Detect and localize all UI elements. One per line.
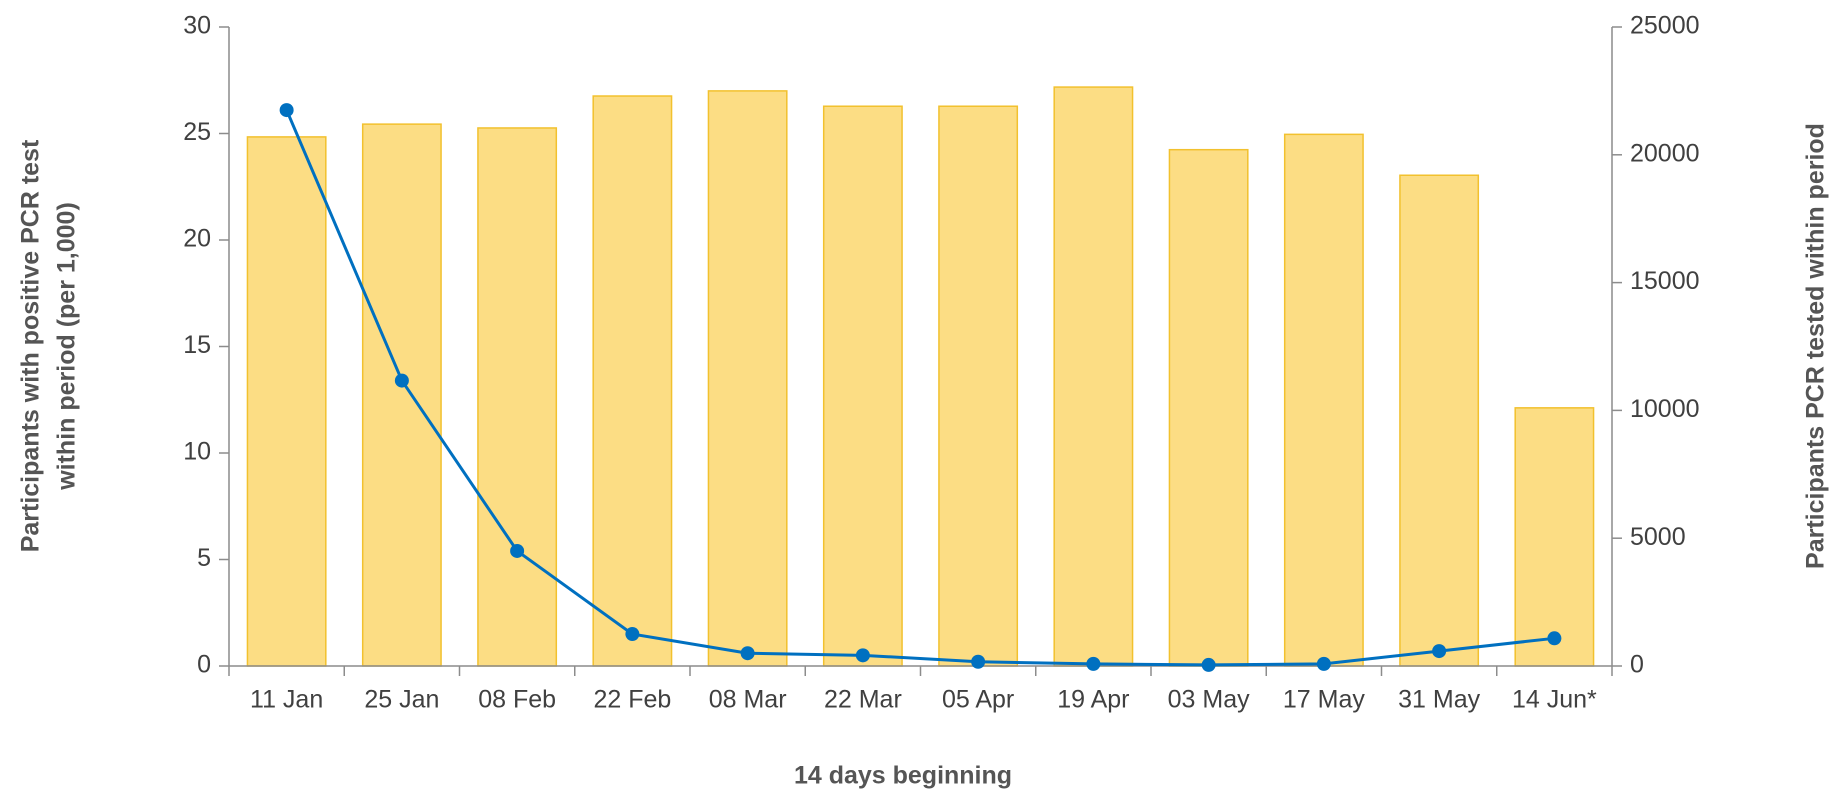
x-tick-label: 11 Jan (250, 686, 323, 714)
x-tick-label: 08 Feb (478, 686, 556, 714)
x-tick-label: 03 May (1168, 686, 1250, 714)
y-tick-label: 0 (197, 651, 211, 679)
bar (361, 123, 442, 667)
line-marker (1547, 631, 1562, 646)
x-tick-label: 25 Jan (364, 686, 439, 714)
bar (246, 136, 327, 667)
x-tick-label: 08 Mar (709, 686, 787, 714)
x-tick-label: 22 Mar (824, 686, 902, 714)
y-tick-label: 25 (183, 118, 211, 146)
y-tick-label: 5 (197, 544, 211, 572)
y-tick-label: 15 (183, 331, 211, 359)
x-tick-label: 05 Apr (942, 686, 1014, 714)
x-tick-label: 19 Apr (1057, 686, 1129, 714)
bar (1514, 407, 1595, 667)
y2-axis-title: Participants PCR tested within period (1802, 123, 1830, 569)
y-axis-title: Participants with positive PCR test (17, 139, 45, 552)
y2-tick-label: 0 (1630, 651, 1644, 679)
y-tick-label: 30 (183, 12, 211, 40)
bar (822, 105, 903, 667)
line-marker (1432, 644, 1447, 659)
y2-tick-label: 25000 (1630, 12, 1700, 40)
line (285, 109, 1555, 667)
y2-tick-label: 15000 (1630, 267, 1700, 295)
bar (592, 95, 673, 667)
line-marker (1201, 657, 1216, 672)
line-marker (394, 373, 409, 388)
bar (707, 90, 788, 667)
x-tick-label: 14 Jun* (1512, 686, 1597, 714)
y-tick-label: 20 (183, 225, 211, 253)
line-marker (625, 627, 640, 642)
bar (1168, 148, 1249, 667)
x-tick-label: 17 May (1283, 686, 1365, 714)
line-marker (510, 543, 525, 558)
line-marker (1316, 656, 1331, 671)
x-axis-title: 14 days beginning (794, 762, 1012, 790)
bar (1053, 86, 1134, 667)
y2-tick-label: 5000 (1630, 523, 1686, 551)
line-marker (971, 654, 986, 669)
line-marker (855, 648, 870, 663)
y-tick-label: 10 (183, 438, 211, 466)
line-marker (1086, 656, 1101, 671)
y2-tick-label: 10000 (1630, 395, 1700, 423)
bar (1283, 133, 1364, 667)
line-marker (279, 103, 294, 118)
y-axis-title: within period (per 1,000) (53, 202, 81, 491)
bar (938, 105, 1019, 667)
line-marker (740, 646, 755, 661)
y2-tick-label: 20000 (1630, 139, 1700, 167)
bar (1399, 174, 1480, 667)
x-tick-label: 31 May (1398, 686, 1480, 714)
x-tick-label: 22 Feb (593, 686, 671, 714)
bar (477, 127, 558, 667)
